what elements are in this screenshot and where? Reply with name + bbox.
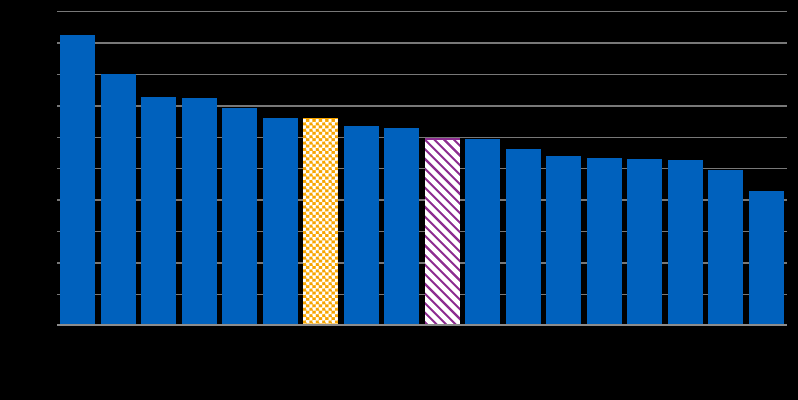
gridline [57,168,787,170]
bar-2 [100,73,136,324]
bar-12 [505,149,541,324]
gridline [57,42,787,44]
bar-16 [667,159,703,324]
gridline [57,136,787,138]
gridline [57,262,787,264]
bar-15 [627,158,663,324]
plot-area [57,10,787,327]
gridline [57,293,787,295]
bar-3 [141,96,177,324]
bar-11 [465,139,501,324]
bar-1 [60,35,96,324]
bar-4 [181,97,217,324]
bar-10-purple-hatch [424,137,460,324]
bars-layer [60,10,784,324]
bar-13 [546,156,582,324]
gridline [57,105,787,107]
bar-17 [708,170,744,324]
gridline [57,11,787,13]
x-axis-line [57,324,787,326]
bar-6 [262,118,298,324]
bar-7-gold-checker [303,118,339,324]
bar-5 [222,107,258,324]
bar-9 [384,128,420,324]
gridline [57,230,787,233]
bar-14 [586,157,622,324]
gridline [57,199,787,201]
gridline [57,73,787,76]
bar-18 [748,190,784,324]
bar-8 [343,125,379,324]
